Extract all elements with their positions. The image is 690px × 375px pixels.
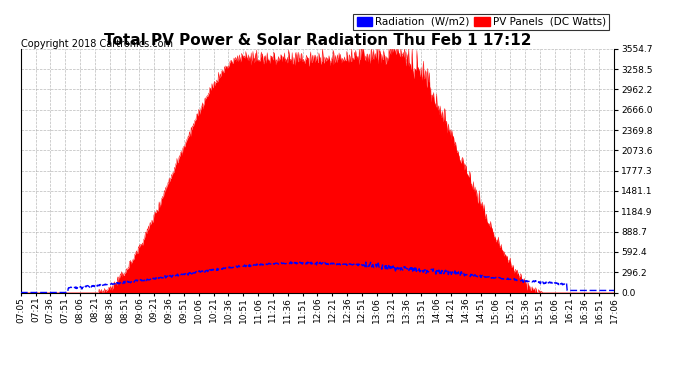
Text: Copyright 2018 Cartronics.com: Copyright 2018 Cartronics.com [21, 39, 172, 49]
Title: Total PV Power & Solar Radiation Thu Feb 1 17:12: Total PV Power & Solar Radiation Thu Feb… [104, 33, 531, 48]
Legend: Radiation  (W/m2), PV Panels  (DC Watts): Radiation (W/m2), PV Panels (DC Watts) [353, 14, 609, 30]
